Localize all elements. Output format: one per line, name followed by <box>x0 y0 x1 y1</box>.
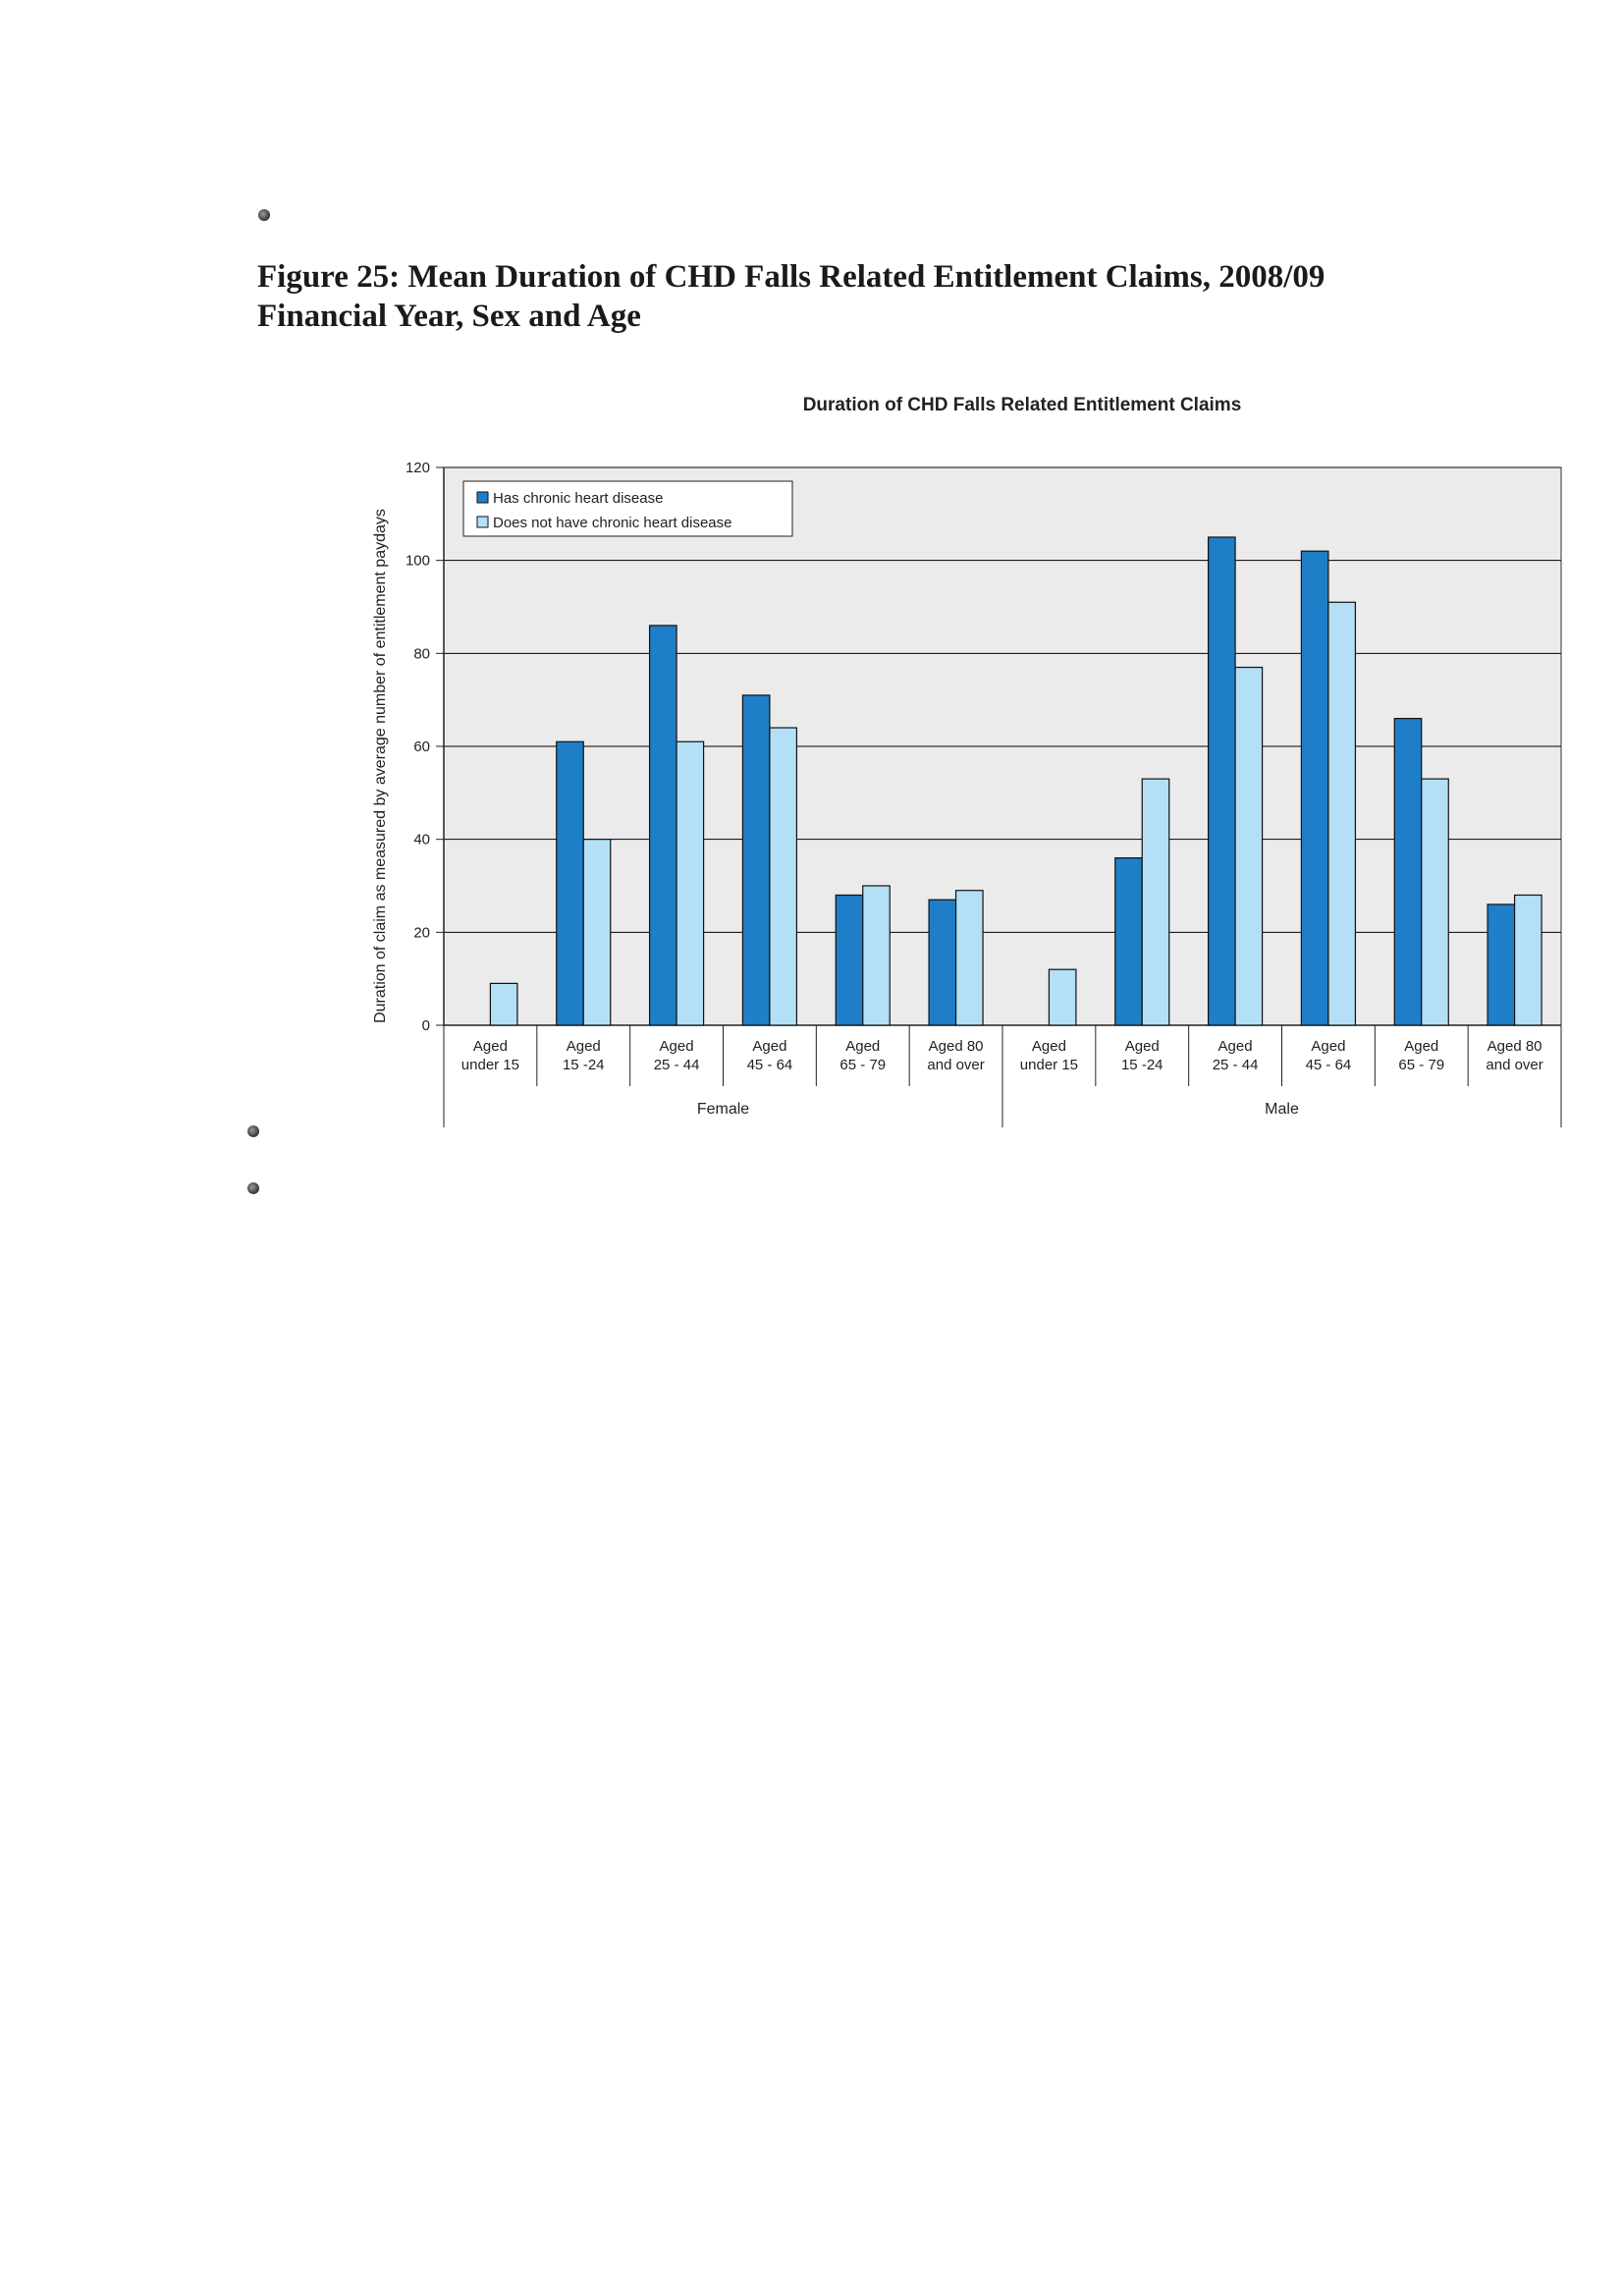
bar-no-chd <box>489 982 518 1026</box>
x-tick-label: Aged <box>845 1038 880 1055</box>
x-tick-label: 15 -24 <box>563 1057 605 1073</box>
bar-no-chd <box>1513 894 1542 1026</box>
bar-no-chd <box>862 885 891 1026</box>
figure-caption: Figure 25: Mean Duration of CHD Falls Re… <box>257 257 1435 336</box>
legend-label: Does not have chronic heart disease <box>493 515 731 531</box>
x-tick-label: 25 - 44 <box>1213 1057 1259 1073</box>
bar-no-chd <box>676 740 705 1026</box>
x-tick-label: Aged <box>567 1038 601 1055</box>
group-label: Female <box>697 1101 749 1118</box>
bar-no-chd <box>1327 601 1357 1026</box>
bullet-point <box>247 1182 259 1194</box>
legend-swatch <box>476 491 489 504</box>
y-tick-label: 0 <box>422 1017 430 1034</box>
bar-has-chd <box>928 899 957 1026</box>
x-tick-label: under 15 <box>461 1057 519 1073</box>
x-tick-label: Aged <box>473 1038 508 1055</box>
bar-has-chd <box>556 740 584 1026</box>
figure-caption-line-2: Financial Year, Sex and Age <box>257 299 641 334</box>
x-tick-label: and over <box>1486 1057 1542 1073</box>
y-axis-title: Duration of claim as measured by average… <box>372 509 389 1023</box>
bullet-point <box>258 209 270 221</box>
bar-no-chd <box>954 890 984 1026</box>
bar-has-chd <box>1207 536 1236 1026</box>
y-tick-label: 40 <box>413 832 430 848</box>
chart-title: Duration of CHD Falls Related Entitlemen… <box>803 395 1242 415</box>
bar-no-chd <box>1141 778 1170 1026</box>
bar-has-chd <box>648 625 677 1026</box>
x-tick-label: 65 - 79 <box>1398 1057 1444 1073</box>
x-tick-label: 15 -24 <box>1121 1057 1163 1073</box>
x-tick-label: Aged 80 <box>1488 1038 1542 1055</box>
x-tick-label: 45 - 64 <box>747 1057 793 1073</box>
y-tick-label: 100 <box>406 553 430 570</box>
legend-label: Has chronic heart disease <box>493 490 663 507</box>
x-tick-label: Aged 80 <box>929 1038 984 1055</box>
bar-has-chd <box>1300 550 1329 1026</box>
bar-has-chd <box>741 694 771 1026</box>
bar-no-chd <box>1421 778 1449 1026</box>
y-tick-label: 20 <box>413 924 430 941</box>
bar-no-chd <box>769 727 798 1026</box>
bar-no-chd <box>1048 968 1077 1026</box>
bar-has-chd <box>1114 856 1143 1026</box>
x-tick-label: 25 - 44 <box>654 1057 700 1073</box>
x-tick-label: and over <box>927 1057 984 1073</box>
bar-has-chd <box>1487 903 1516 1026</box>
x-tick-label: 45 - 64 <box>1306 1057 1352 1073</box>
bar-no-chd <box>1234 666 1264 1026</box>
y-tick-label: 80 <box>413 645 430 662</box>
x-tick-label: Aged <box>1311 1038 1345 1055</box>
bar-no-chd <box>582 839 612 1026</box>
y-tick-label: 120 <box>406 460 430 476</box>
x-tick-label: 65 - 79 <box>839 1057 886 1073</box>
x-tick-label: under 15 <box>1020 1057 1078 1073</box>
bullet-point <box>247 1125 259 1137</box>
legend-box <box>462 480 793 537</box>
bar-has-chd <box>835 894 864 1026</box>
x-tick-label: Aged <box>1032 1038 1066 1055</box>
bar-has-chd <box>1393 717 1423 1026</box>
legend-swatch <box>476 516 489 528</box>
x-tick-label: Aged <box>1218 1038 1253 1055</box>
group-label: Male <box>1265 1101 1299 1118</box>
y-tick-label: 60 <box>413 738 430 755</box>
x-tick-label: Aged <box>1404 1038 1438 1055</box>
x-tick-label: Aged <box>1125 1038 1160 1055</box>
figure-caption-line-1: Figure 25: Mean Duration of CHD Falls Re… <box>257 259 1325 295</box>
x-tick-label: Aged <box>752 1038 786 1055</box>
x-tick-label: Aged <box>660 1038 694 1055</box>
